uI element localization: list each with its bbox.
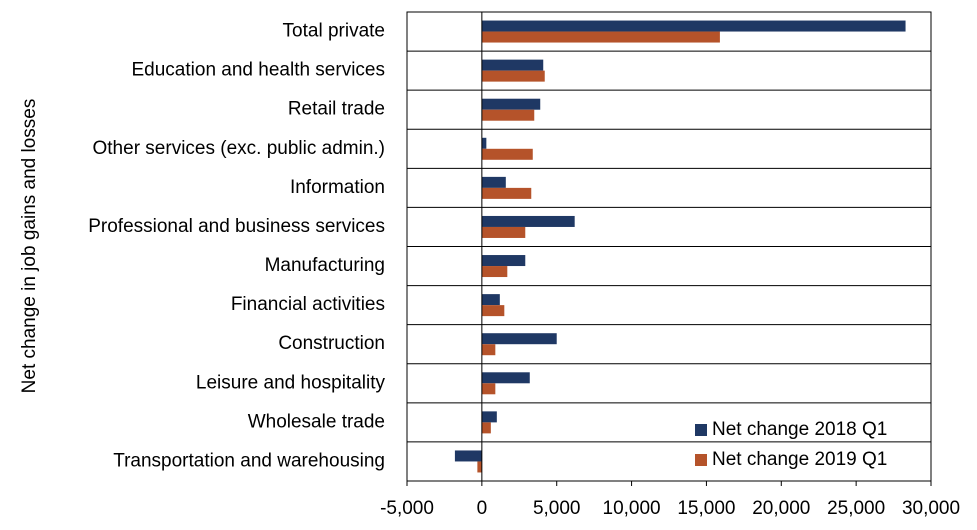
bar bbox=[481, 411, 497, 423]
x-tick-label: 0 bbox=[477, 498, 488, 519]
bar bbox=[481, 215, 575, 227]
bar bbox=[481, 109, 535, 121]
bar bbox=[481, 148, 533, 160]
y-tick-label: Wholesale trade bbox=[248, 411, 385, 432]
x-tick-label: 10,000 bbox=[603, 498, 661, 519]
y-axis-title: Net change in job gains and losses bbox=[19, 99, 40, 394]
bar bbox=[481, 98, 541, 110]
y-tick-label: Financial activities bbox=[231, 294, 385, 315]
bar bbox=[481, 255, 526, 267]
bar bbox=[481, 187, 532, 199]
bar bbox=[481, 294, 500, 306]
bar bbox=[477, 461, 482, 473]
bar bbox=[481, 176, 506, 188]
legend-label: Net change 2018 Q1 bbox=[712, 419, 887, 440]
legend-swatch bbox=[695, 424, 707, 436]
y-tick-label: Transportation and warehousing bbox=[113, 450, 385, 471]
y-tick-label: Professional and business services bbox=[88, 216, 385, 237]
y-tick-label: Education and health services bbox=[132, 60, 386, 81]
x-tick-label: 20,000 bbox=[752, 498, 810, 519]
legend-swatch bbox=[695, 454, 707, 466]
bar bbox=[481, 305, 505, 317]
bar bbox=[481, 372, 530, 384]
y-tick-label: Construction bbox=[278, 333, 385, 354]
legend-label: Net change 2019 Q1 bbox=[712, 449, 887, 470]
x-tick-label: 5,000 bbox=[533, 498, 581, 519]
bar bbox=[481, 344, 496, 356]
bar bbox=[454, 450, 482, 462]
bar bbox=[481, 31, 720, 43]
bar bbox=[481, 137, 487, 149]
x-tick-label: 25,000 bbox=[827, 498, 885, 519]
bar bbox=[481, 70, 545, 82]
y-tick-label: Total private bbox=[283, 21, 385, 42]
bar bbox=[481, 383, 496, 395]
x-tick-label: -5,000 bbox=[380, 498, 434, 519]
bar bbox=[481, 266, 508, 278]
bar bbox=[481, 422, 491, 434]
y-tick-label: Information bbox=[290, 177, 385, 198]
bar bbox=[481, 226, 526, 238]
x-tick-label: 30,000 bbox=[902, 498, 960, 519]
bar bbox=[481, 59, 544, 71]
x-tick-label: 15,000 bbox=[677, 498, 735, 519]
y-tick-label: Leisure and hospitality bbox=[196, 372, 386, 393]
y-tick-label: Manufacturing bbox=[265, 255, 385, 276]
bar bbox=[481, 20, 906, 32]
y-tick-label: Other services (exc. public admin.) bbox=[93, 138, 386, 159]
bar bbox=[481, 333, 557, 345]
y-tick-label: Retail trade bbox=[288, 99, 385, 120]
